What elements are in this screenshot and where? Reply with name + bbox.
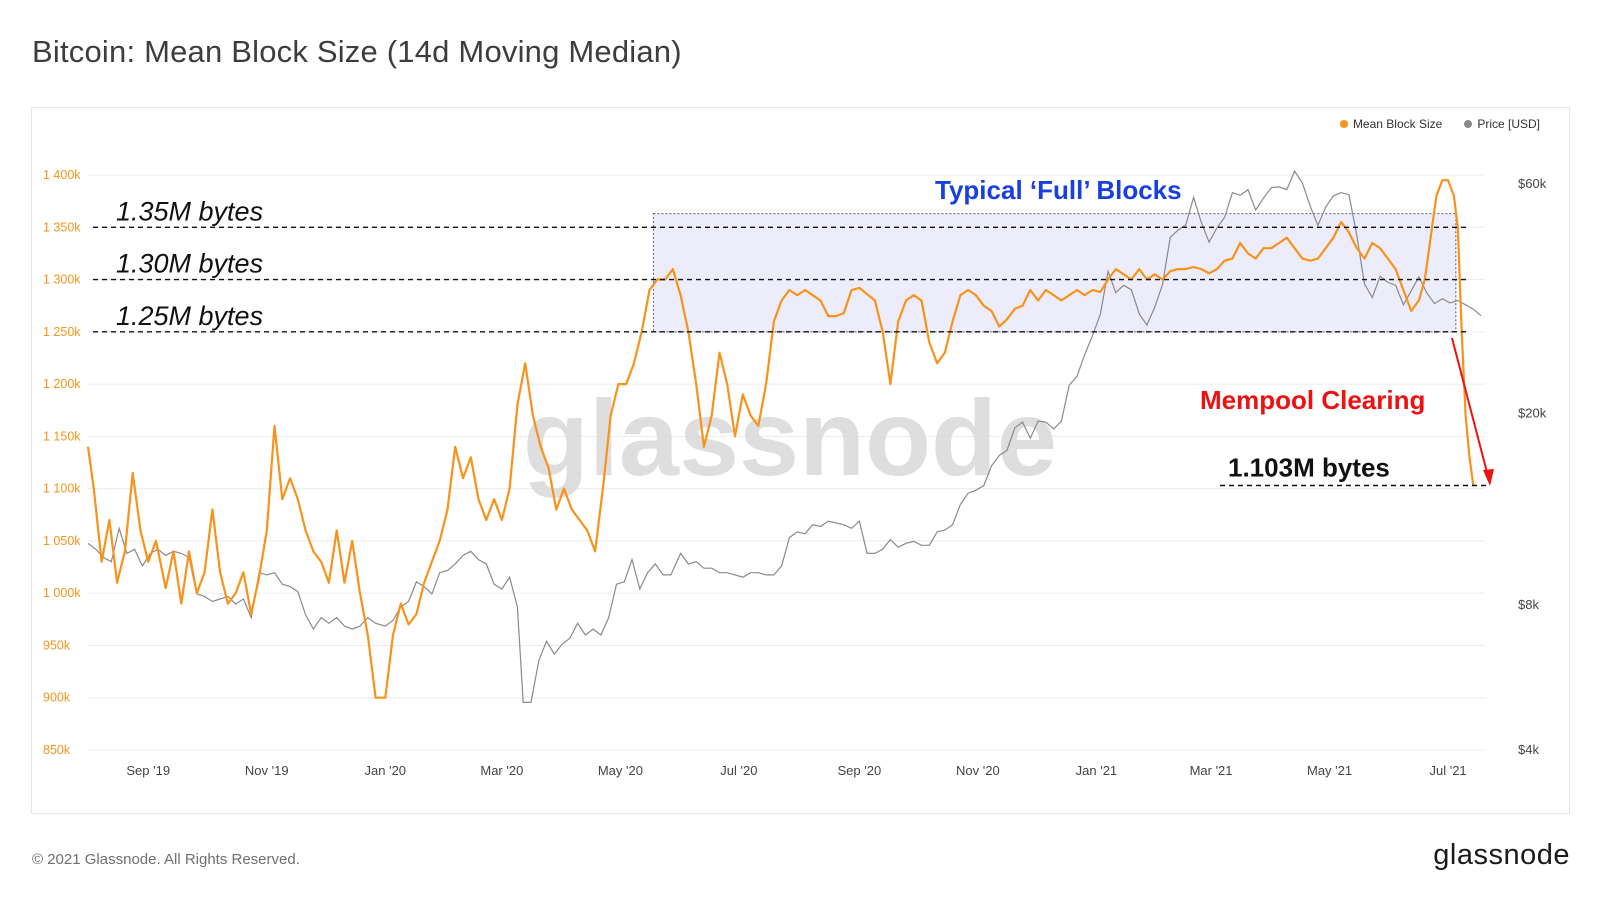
x-tick-label: May '20 [598,763,643,778]
x-tick-label: Mar '20 [480,763,523,778]
x-tick-label: Sep '19 [126,763,170,778]
y-left-tick-label: 1 050k [43,534,81,548]
y-left-tick-label: 1 300k [43,273,81,287]
chart-legend: Mean Block Size Price [USD] [1339,117,1540,131]
y-left-tick-label: 1 000k [43,586,81,600]
final-value-label: 1.103M bytes [1228,453,1390,483]
y-left-tick-label: 1 400k [43,168,81,182]
price-line [87,169,1482,703]
y-right-tick-label: $60k [1518,176,1547,191]
block-size-line [86,179,1475,699]
mempool-label: Mempool Clearing [1200,385,1425,415]
y-left-tick-label: 900k [43,691,71,705]
footer-copyright: © 2021 Glassnode. All Rights Reserved. [32,851,300,868]
ref-label-130: 1.30M bytes [116,249,263,279]
x-tick-label: Jan '21 [1076,763,1118,778]
ref-label-125: 1.25M bytes [116,301,263,331]
y-right-tick-label: $8k [1518,597,1539,612]
mempool-arrow [1451,337,1490,481]
legend-label-price: Price [USD] [1477,117,1540,131]
band-title: Typical ‘Full’ Blocks [935,175,1182,205]
x-tick-label: Nov '20 [956,763,1000,778]
y-left-tick-label: 1 200k [43,377,81,391]
ref-label-135: 1.35M bytes [116,196,263,226]
y-left-tick-label: 1 150k [43,429,81,443]
page-title: Bitcoin: Mean Block Size (14d Moving Med… [32,34,682,69]
mempool-arrowhead [1483,469,1494,486]
y-left-tick-label: 1 250k [43,325,81,339]
footer-logo[interactable]: glassnode [1433,839,1570,871]
legend-dot-block-size [1339,120,1348,128]
legend-dot-price [1464,120,1473,128]
watermark-text: glassnode [523,377,1057,498]
x-tick-label: Jan '20 [365,763,407,778]
chart-frame [31,107,1570,814]
x-tick-label: Sep '20 [838,763,882,778]
x-tick-label: Jul '21 [1429,763,1466,778]
x-tick-label: Nov '19 [245,763,289,778]
legend-item-block-size[interactable]: Mean Block Size [1339,117,1443,131]
y-left-tick-label: 1 350k [43,220,81,234]
y-right-tick-label: $20k [1518,406,1547,421]
full-blocks-band [652,213,1457,333]
x-tick-label: Mar '21 [1190,763,1233,778]
x-tick-label: Jul '20 [720,763,757,778]
y-left-tick-label: 850k [43,743,71,757]
y-left-tick-label: 1 100k [43,482,81,496]
legend-item-price[interactable]: Price [USD] [1464,117,1540,131]
x-tick-label: May '21 [1307,763,1352,778]
y-right-tick-label: $4k [1518,742,1539,757]
legend-label-block-size: Mean Block Size [1352,117,1443,131]
y-left-tick-label: 950k [43,638,71,652]
